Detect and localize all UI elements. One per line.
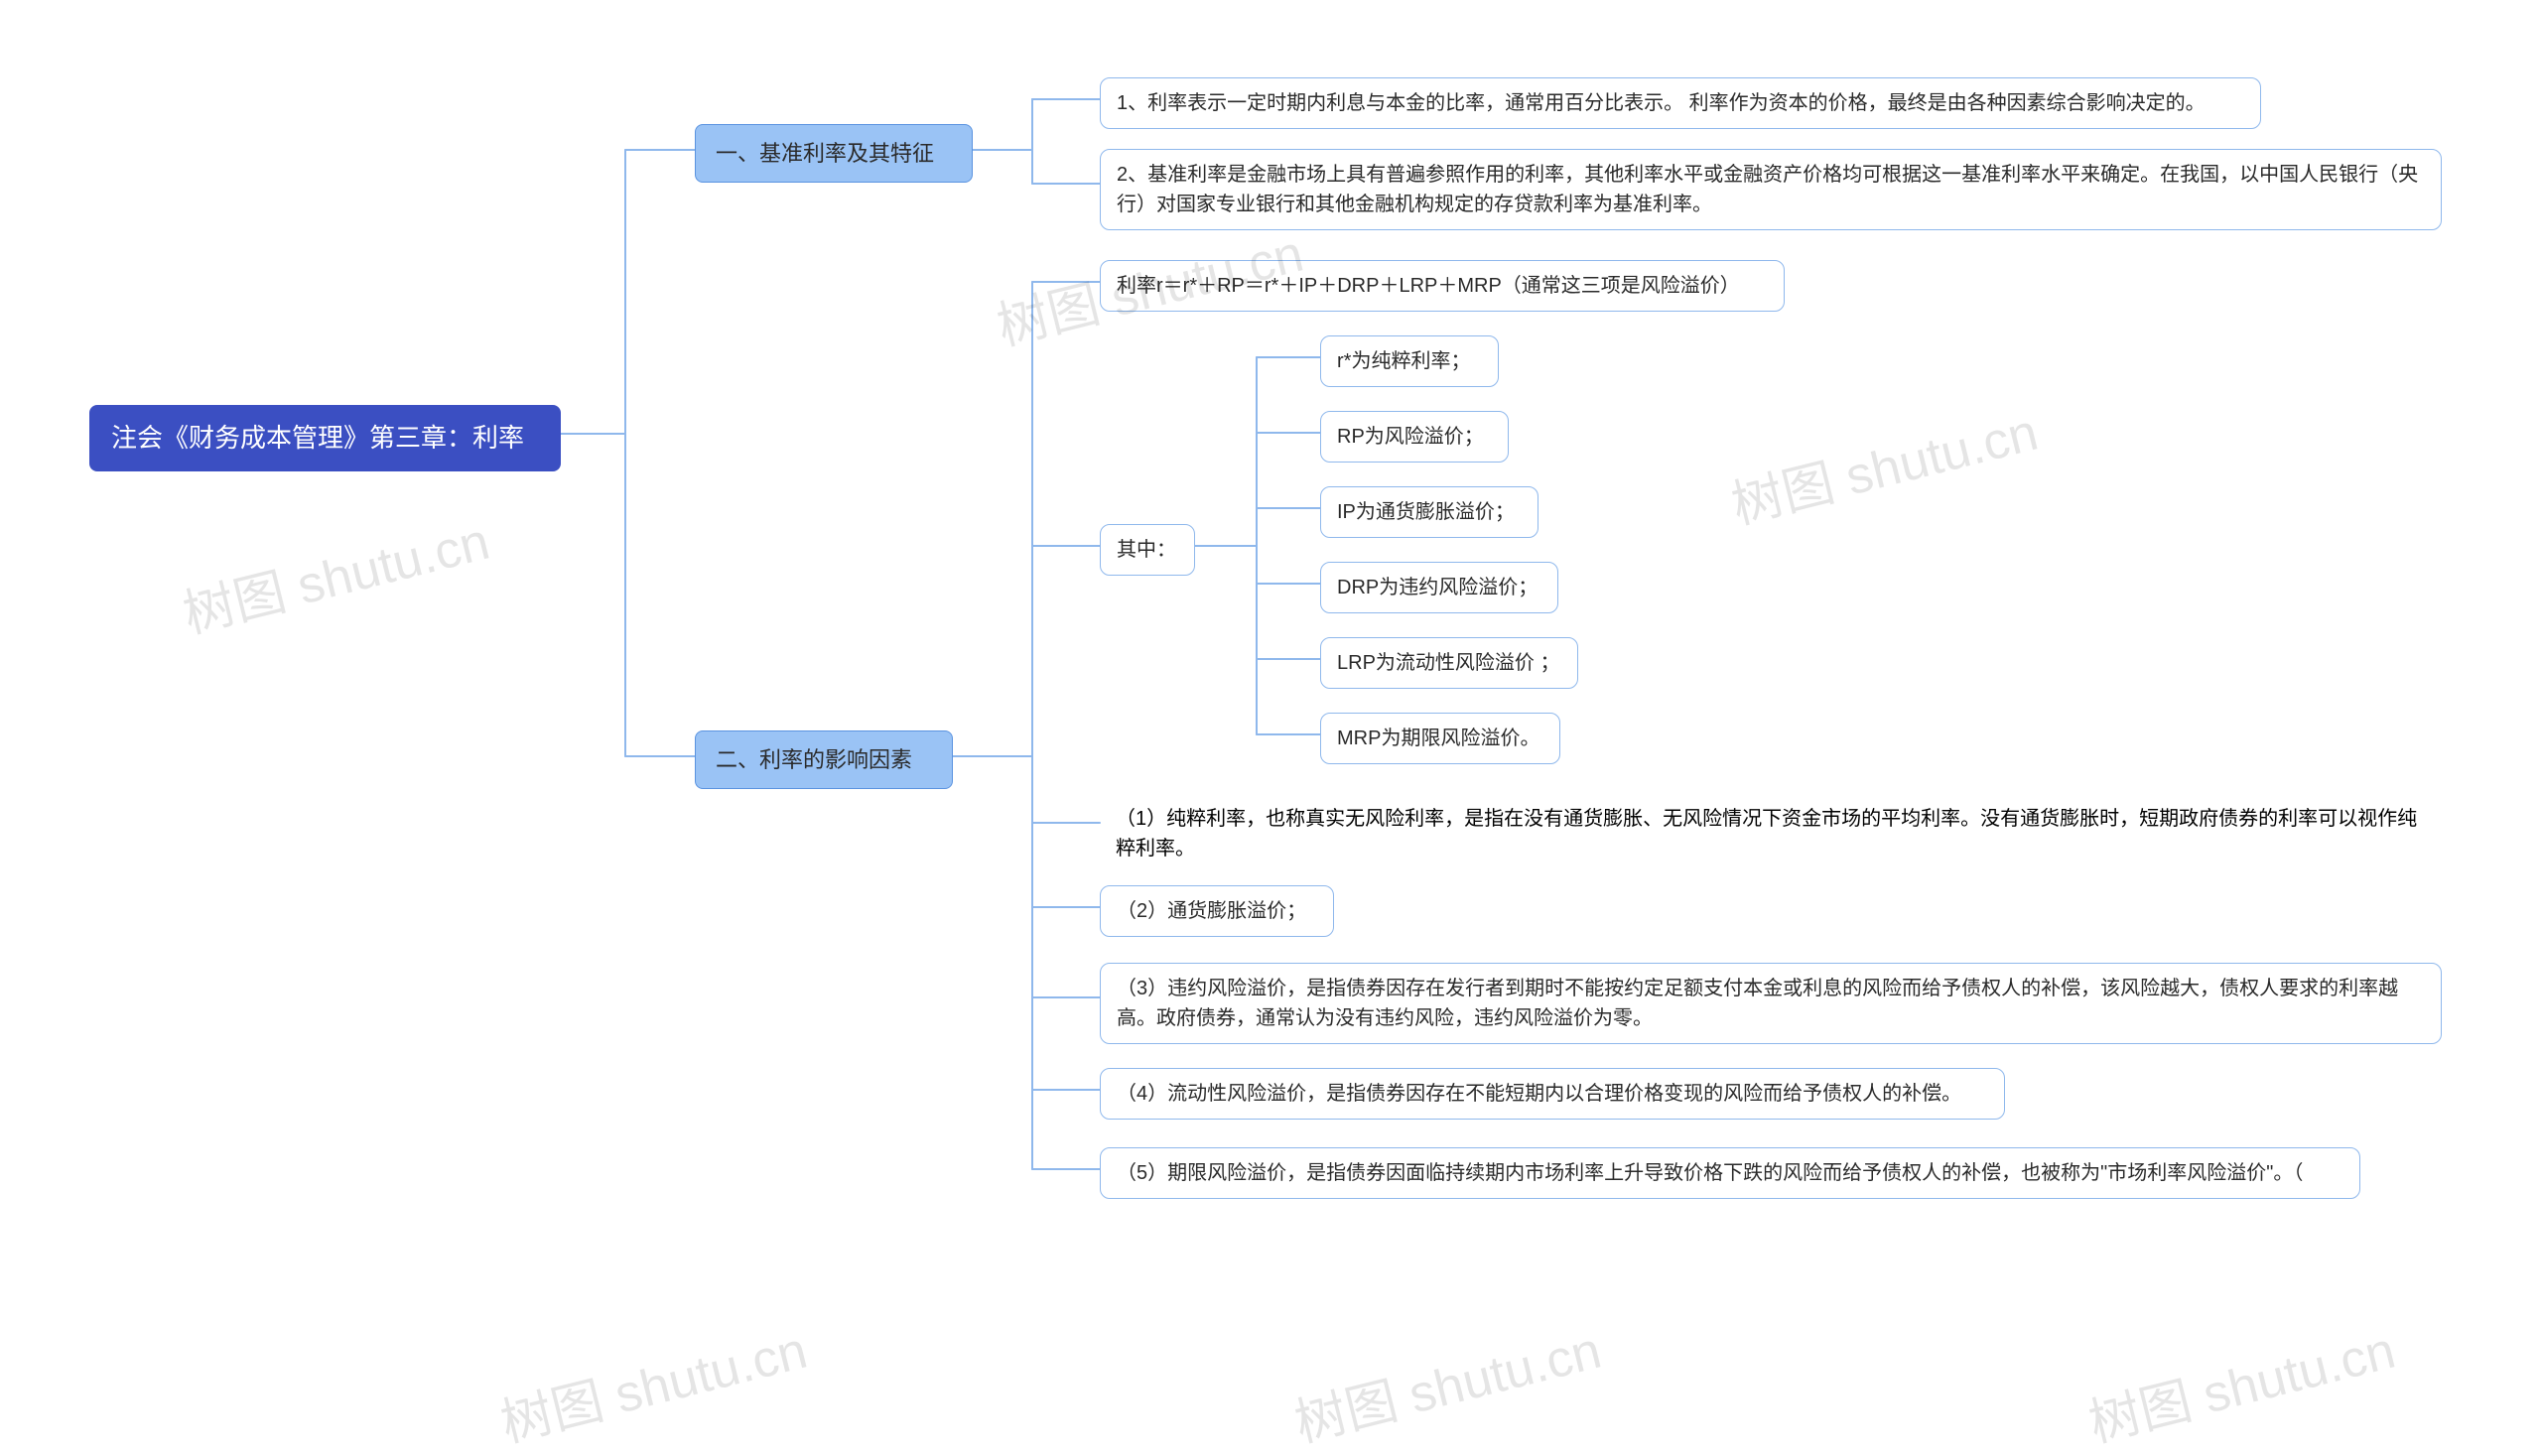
leaf-mid-3[interactable]: IP为通货膨胀溢价； [1320, 486, 1538, 538]
leaf-mid-1[interactable]: r*为纯粹利率； [1320, 335, 1499, 387]
topic-1[interactable]: 一、基准利率及其特征 [695, 124, 973, 183]
leaf-mid-2[interactable]: RP为风险溢价； [1320, 411, 1509, 463]
leaf-t1-1[interactable]: 1、利率表示一定时期内利息与本金的比率，通常用百分比表示。 利率作为资本的价格，… [1100, 77, 2261, 129]
leaf-mid-5[interactable]: LRP为流动性风险溢价 ； [1320, 637, 1578, 689]
leaf-mid-4[interactable]: DRP为违约风险溢价； [1320, 562, 1558, 613]
leaf-t2-5[interactable]: （5）期限风险溢价，是指债券因面临持续期内市场利率上升导致价格下跌的风险而给予债… [1100, 1147, 2360, 1199]
leaf-t2-3[interactable]: （3）违约风险溢价，是指债券因存在发行者到期时不能按约定足额支付本金或利息的风险… [1100, 963, 2442, 1044]
leaf-t2-1[interactable]: （1）纯粹利率，也称真实无风险利率，是指在没有通货膨胀、无风险情况下资金市场的平… [1100, 794, 2450, 873]
root-node[interactable]: 注会《财务成本管理》第三章：利率 [89, 405, 561, 471]
leaf-t2-4[interactable]: （4）流动性风险溢价，是指债券因存在不能短期内以合理价格变现的风险而给予债权人的… [1100, 1068, 2005, 1120]
topic-2[interactable]: 二、利率的影响因素 [695, 730, 953, 789]
mid-node[interactable]: 其中： [1100, 524, 1195, 576]
leaf-formula[interactable]: 利率r＝r*＋RP＝r*＋IP＋DRP＋LRP＋MRP（通常这三项是风险溢价） [1100, 260, 1785, 312]
leaf-mid-6[interactable]: MRP为期限风险溢价。 [1320, 713, 1560, 764]
leaf-t2-2[interactable]: （2）通货膨胀溢价； [1100, 885, 1334, 937]
leaf-t1-2[interactable]: 2、基准利率是金融市场上具有普遍参照作用的利率，其他利率水平或金融资产价格均可根… [1100, 149, 2442, 230]
